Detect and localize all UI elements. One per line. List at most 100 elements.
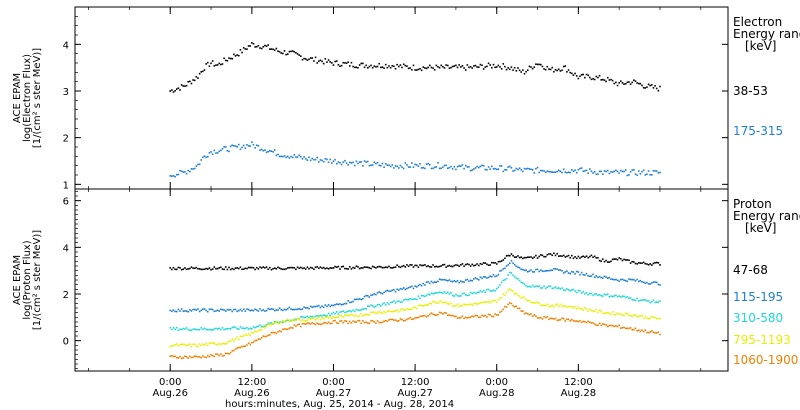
data-point — [210, 329, 212, 331]
data-point — [455, 280, 457, 283]
data-point — [435, 281, 438, 283]
data-point — [553, 70, 555, 73]
data-point — [210, 353, 212, 356]
data-point — [296, 324, 299, 326]
data-point — [546, 270, 549, 272]
data-point — [184, 310, 186, 312]
data-point — [184, 171, 186, 173]
data-point — [495, 168, 498, 171]
data-point — [487, 276, 490, 279]
data-point — [213, 355, 216, 358]
data-point — [564, 320, 567, 322]
data-point — [393, 300, 395, 302]
data-point — [626, 280, 629, 283]
data-point — [375, 267, 377, 269]
data-point — [437, 302, 439, 304]
data-point — [190, 356, 193, 359]
data-point — [562, 168, 565, 171]
data-point — [437, 162, 439, 164]
data-point — [362, 267, 364, 269]
data-point — [304, 323, 307, 325]
data-point — [469, 65, 472, 68]
data-point — [477, 302, 480, 305]
data-point — [171, 268, 173, 271]
data-point — [533, 285, 536, 288]
data-point — [169, 326, 172, 329]
data-point — [311, 157, 314, 160]
data-point — [616, 170, 619, 173]
data-point — [468, 294, 470, 297]
data-point — [246, 334, 248, 337]
data-point — [626, 259, 629, 261]
data-point — [613, 82, 616, 85]
data-point — [432, 264, 434, 266]
data-point — [419, 283, 421, 286]
data-point — [282, 52, 284, 55]
data-point — [375, 312, 377, 315]
data-point — [277, 50, 279, 53]
data-point — [340, 319, 343, 322]
data-point — [389, 66, 392, 69]
data-point — [580, 167, 583, 169]
data-point — [345, 62, 348, 65]
data-point — [401, 265, 403, 268]
data-point — [654, 84, 656, 87]
data-point — [326, 61, 328, 63]
data-point — [174, 328, 176, 331]
data-point — [424, 67, 426, 69]
data-point — [588, 255, 591, 258]
data-point — [237, 338, 240, 341]
data-point — [401, 66, 403, 69]
data-point — [295, 268, 297, 271]
data-point — [460, 316, 462, 319]
data-point — [389, 290, 392, 293]
data-point — [624, 327, 627, 330]
data-point — [487, 300, 490, 303]
data-point — [293, 154, 296, 156]
data-point — [226, 341, 229, 344]
data-point — [513, 67, 516, 69]
data-point — [502, 259, 505, 261]
data-point — [357, 298, 359, 301]
data-point — [460, 66, 462, 68]
data-point — [401, 301, 403, 303]
data-point — [569, 272, 571, 275]
data-point — [468, 316, 470, 319]
data-point — [559, 70, 562, 72]
data-point — [486, 316, 488, 318]
data-point — [657, 262, 660, 264]
data-point — [233, 268, 235, 271]
data-point — [492, 273, 495, 276]
data-point — [427, 293, 429, 296]
data-point — [497, 286, 500, 288]
data-point — [228, 309, 230, 311]
data-point — [606, 76, 609, 79]
data-point — [494, 299, 496, 302]
data-point — [334, 312, 336, 315]
data-point — [229, 340, 232, 343]
data-point — [226, 352, 229, 355]
data-point — [603, 312, 606, 315]
data-point — [391, 310, 394, 313]
data-point — [611, 324, 614, 327]
data-point — [339, 311, 341, 313]
data-point — [592, 310, 594, 312]
data-point — [626, 174, 629, 177]
data-point — [460, 295, 462, 297]
data-point — [321, 305, 323, 308]
data-point — [417, 304, 420, 307]
data-point — [319, 323, 322, 326]
data-point — [189, 170, 191, 173]
data-point — [633, 314, 635, 316]
data-point — [260, 267, 263, 269]
data-point — [544, 255, 547, 258]
data-point — [397, 167, 400, 169]
data-point — [239, 48, 242, 51]
data-point — [412, 266, 415, 268]
data-point — [572, 319, 575, 322]
data-point — [280, 308, 283, 311]
data-point — [508, 288, 511, 290]
data-point — [499, 311, 501, 314]
y-axis-label: log(Proton Flux) — [22, 240, 33, 319]
data-point — [210, 151, 212, 153]
